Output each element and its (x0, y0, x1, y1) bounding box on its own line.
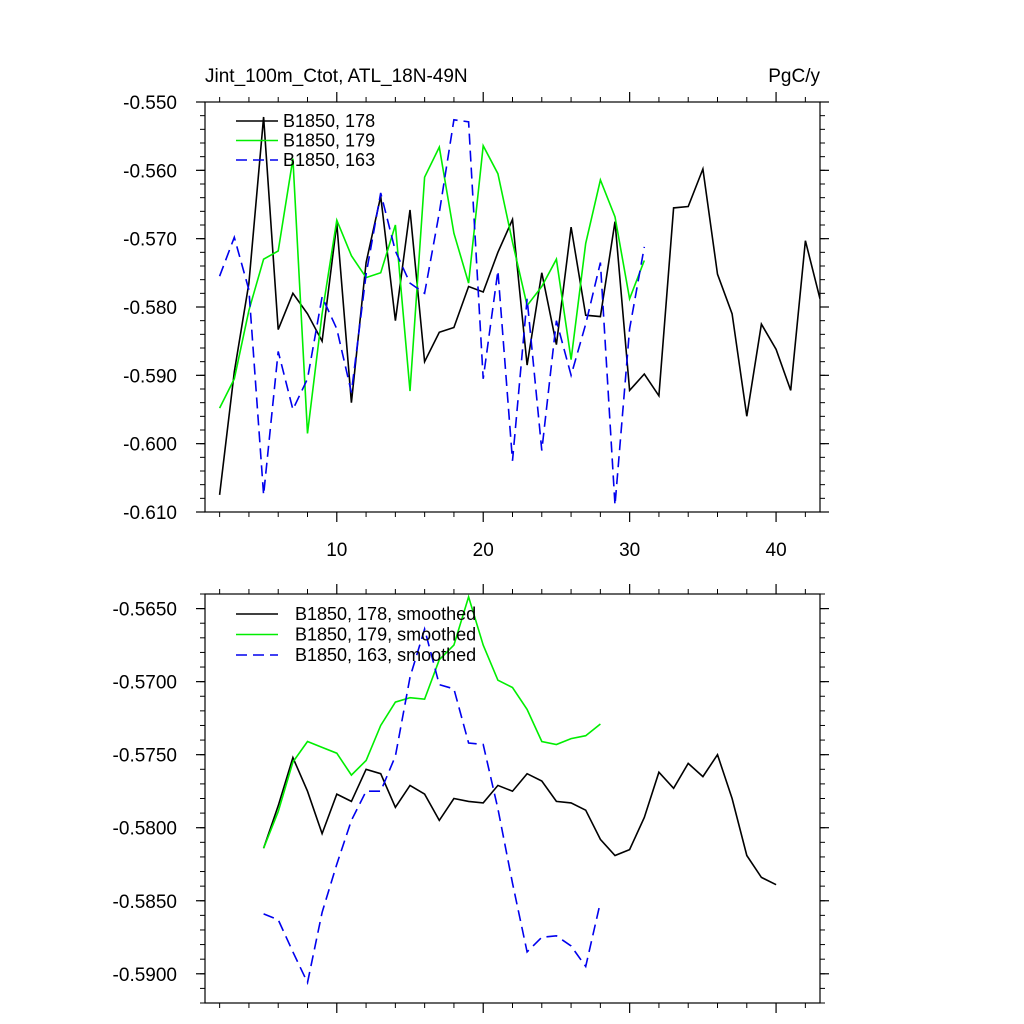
series-line-1 (218, 142, 646, 434)
y-tick-label: -0.5900 (113, 965, 177, 986)
series-line-0 (262, 752, 777, 886)
y-tick-label: -0.560 (123, 161, 177, 182)
y-tick-label: -0.550 (123, 93, 177, 114)
y-tick-label: -0.5800 (113, 819, 177, 840)
series-group (218, 116, 820, 506)
y-tick-label: -0.5750 (113, 746, 177, 767)
legend-label: B1850, 163 (283, 150, 375, 170)
series-line-2 (263, 626, 602, 986)
series-line-1 (262, 594, 601, 849)
units-label: PgC/y (768, 66, 820, 87)
legend-label: B1850, 178, smoothed (295, 604, 476, 624)
legend-label: B1850, 163, smoothed (295, 645, 476, 665)
top-panel: Jint_100m_Ctot, ATL_18N-49N PgC/y -0.610… (123, 66, 829, 561)
legend-label: B1850, 178 (283, 111, 375, 131)
y-tick-label: -0.590 (123, 366, 177, 387)
legend-label: B1850, 179 (283, 131, 375, 151)
bottom-panel: -0.5900 -0.5850 -0.5800 -0.5750 -0.5700 -0.56… (113, 584, 829, 1013)
y-tick-label: -0.5650 (113, 600, 177, 621)
x-tick-label: 40 (766, 540, 787, 561)
series-line-2 (218, 118, 646, 506)
series-line-0 (218, 116, 820, 495)
x-tick-label: 20 (473, 540, 494, 561)
y-tick-label: -0.580 (123, 298, 177, 319)
x-tick-label: 30 (619, 540, 640, 561)
legend-label: B1850, 179, smoothed (295, 625, 476, 645)
x-tick-label: 10 (326, 540, 347, 561)
y-tick-label: -0.5850 (113, 892, 177, 913)
y-tick-label: -0.570 (123, 230, 177, 251)
chart-title: Jint_100m_Ctot, ATL_18N-49N (205, 66, 468, 87)
series-group (262, 594, 777, 986)
y-tick-label: -0.610 (123, 503, 177, 524)
y-tick-label: -0.600 (123, 435, 177, 456)
y-tick-label: -0.5700 (113, 673, 177, 694)
